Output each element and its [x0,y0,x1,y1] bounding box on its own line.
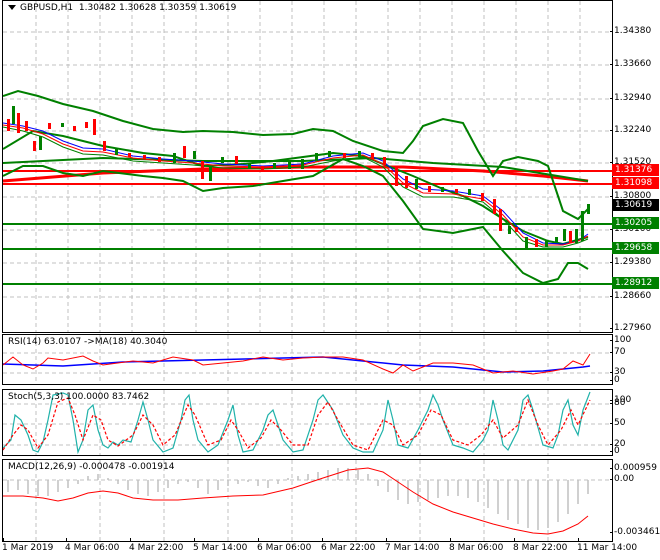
price-tick: 1.33660 [609,59,652,69]
time-tick: 8 Mar 06:00 [449,543,504,553]
symbol-label: GBPUSD,H1 [20,3,74,13]
level-tag-resistance-2: 1.31098 [612,177,659,189]
time-tick: 6 Mar 22:00 [321,543,376,553]
level-tag-support-2: 1.29658 [612,242,659,254]
price-tick: 1.29380 [609,257,652,267]
rsi-tick: 30 [609,367,626,377]
time-tick: 4 Mar 22:00 [129,543,184,553]
price-tick: 1.31520 [609,157,652,167]
time-axis: 1 Mar 2019 4 Mar 06:00 4 Mar 22:00 5 Mar… [0,538,660,560]
time-tick: 7 Mar 14:00 [385,543,440,553]
level-tag-resistance-1: 1.31376 [612,164,659,176]
time-tick: 11 Mar 14:00 [577,543,638,553]
price-tick: 1.28660 [609,291,652,301]
stochastic-canvas [3,390,612,455]
time-tick: 8 Mar 22:00 [513,543,568,553]
stoch-tick: 100 [609,395,632,405]
stochastic-pane[interactable]: Stoch(5,3,3) 100.0000 83.7462 [2,389,613,456]
macd-tick: 0.00 [609,474,635,484]
macd-axis: 0.000959 0.00 -0.003461 [609,459,660,540]
rsi-tick: 0 [610,375,620,385]
price-tick: 1.32240 [609,125,652,135]
collapse-triangle-icon[interactable] [8,5,16,10]
rsi-tick: 70 [609,347,626,357]
price-axis: 1.34380 1.33660 1.32940 1.32240 1.31520 … [609,0,660,333]
macd-tick: 0.000959 [610,463,657,473]
rsi-canvas [3,335,612,384]
main-chart-canvas [3,1,612,332]
rsi-axis: 100 70 30 0 [609,334,660,385]
time-tick: 4 Mar 06:00 [65,543,120,553]
stoch-tick: 50 [609,418,626,428]
time-tick: 5 Mar 14:00 [193,543,248,553]
time-tick: 6 Mar 06:00 [257,543,312,553]
rsi-label: RSI(14) 63.0107 ->MA(18) 40.3040 [8,337,168,347]
level-tag-support-1: 1.30205 [612,217,659,229]
price-tick: 1.30800 [609,191,652,201]
macd-canvas [3,460,612,541]
stoch-tick: 80 [609,398,626,408]
bollinger-bands [3,89,589,285]
symbol-header: GBPUSD,H1 1.30482 1.30628 1.30359 1.3061… [8,3,236,13]
macd-histogram [7,468,589,530]
level-lines [3,170,612,285]
price-tick: 1.27960 [609,323,652,333]
time-tick: 1 Mar 2019 [2,543,54,553]
grid [3,1,612,332]
candlesticks [7,106,590,249]
price-tick: 1.30100 [609,224,652,234]
stoch-tick: 0 [610,446,620,456]
macd-label: MACD(12,26,9) -0.000478 -0.001914 [8,462,175,472]
rsi-pane[interactable]: RSI(14) 63.0107 ->MA(18) 40.3040 [2,334,613,385]
main-price-pane[interactable]: GBPUSD,H1 1.30482 1.30628 1.30359 1.3061… [2,0,613,333]
price-tick: 1.32940 [609,93,652,103]
stoch-tick: 20 [609,439,626,449]
rsi-tick: 100 [609,335,632,345]
current-price-tag: 1.30619 [612,199,659,211]
level-tag-support-3: 1.28912 [612,277,659,289]
price-tick: 1.34380 [609,26,652,36]
stochastic-label: Stoch(5,3,3) 100.0000 83.7462 [8,392,150,402]
macd-pane[interactable]: MACD(12,26,9) -0.000478 -0.001914 [2,459,613,542]
stochastic-axis: 100 80 50 20 0 [609,389,660,456]
ohlc-values: 1.30482 1.30628 1.30359 1.30619 [78,3,237,13]
macd-tick: -0.003461 [609,527,660,537]
